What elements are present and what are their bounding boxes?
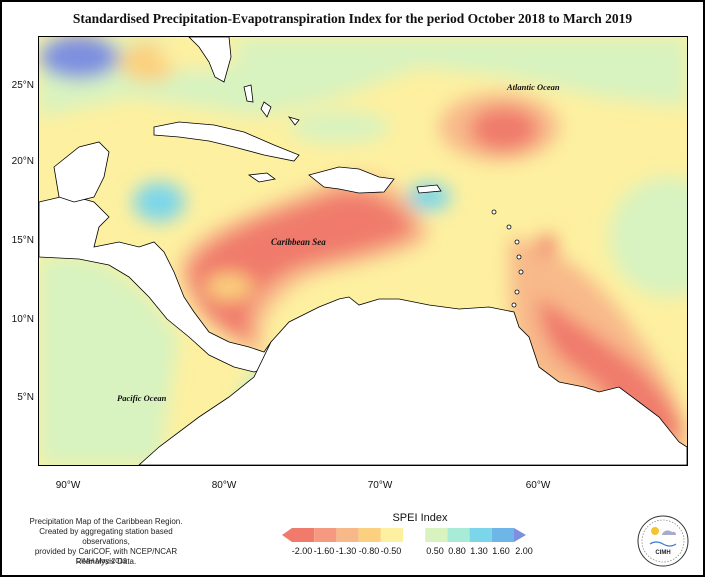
cloud-icon	[662, 530, 676, 535]
lon-tick-70: 70°W	[367, 480, 393, 491]
land-masses	[39, 37, 687, 465]
legend-label-7: 0.80	[448, 546, 466, 556]
legend-label-6: 0.50	[426, 546, 444, 556]
legend-swatch-2	[314, 528, 337, 542]
credit-line-3: provided by CariCOF, with NCEP/NCAR Rean…	[34, 547, 178, 566]
atlantic-label: Atlantic Ocean	[506, 82, 560, 92]
spei-map-svg: Atlantic Ocean Caribbean Sea Pacific Oce…	[39, 37, 687, 465]
legend-swatch-4	[358, 528, 381, 542]
legend-swatch-6	[403, 528, 426, 542]
lon-tick-60: 60°W	[525, 480, 551, 491]
legend-swatch-1	[292, 528, 315, 542]
wave-icon	[649, 541, 677, 547]
legend-label-1: -2.00	[291, 546, 313, 556]
legend-swatch-5	[380, 528, 403, 542]
legend-swatch-9	[469, 528, 492, 542]
lon-tick-90: 90°W	[55, 480, 81, 491]
legend-swatch-8	[447, 528, 470, 542]
legend-label-4: -0.80	[358, 546, 380, 556]
legend-arrow-left	[282, 528, 292, 542]
legend-label-3: -1.30	[335, 546, 357, 556]
credit-line-1: Precipitation Map of the Caribbean Regio…	[29, 517, 183, 526]
lat-tick-15: 15°N	[11, 235, 34, 246]
lat-tick-10: 10°N	[11, 314, 34, 325]
lat-tick-20: 20°N	[11, 156, 34, 167]
legend-swatch-7	[425, 528, 448, 542]
logo-text: CIMH	[655, 550, 670, 556]
pacific-label: Pacific Ocean	[117, 393, 167, 403]
legend-colorbar	[282, 528, 526, 542]
lat-tick-5: 5°N	[17, 392, 34, 403]
lat-tick-25: 25°N	[11, 80, 34, 91]
legend-label-5: -0.50	[380, 546, 402, 556]
legend-arrow-right	[514, 528, 526, 542]
legend-title: SPEI Index	[392, 512, 448, 524]
legend-label-2: -1.60	[313, 546, 335, 556]
lon-tick-80: 80°W	[211, 480, 237, 491]
legend-swatch-3	[336, 528, 359, 542]
legend-swatch-10	[491, 528, 514, 542]
cimh-logo: CIMH	[637, 515, 689, 567]
legend-label-9: 1.60	[492, 546, 510, 556]
legend-label-10: 2.00	[515, 546, 533, 556]
map-title: Standardised Precipitation-Evapotranspir…	[72, 11, 633, 26]
caribbean-label: Caribbean Sea	[271, 237, 326, 247]
legend-label-8: 1.30	[470, 546, 488, 556]
credit-line-2: Created by aggregating station based obs…	[39, 527, 173, 546]
sun-icon	[651, 527, 659, 535]
credit-footer: CIMH May-2019	[76, 558, 127, 565]
spei-map: Atlantic Ocean Caribbean Sea Pacific Oce…	[38, 36, 688, 466]
credit-text: Precipitation Map of the Caribbean Regio…	[16, 517, 196, 567]
